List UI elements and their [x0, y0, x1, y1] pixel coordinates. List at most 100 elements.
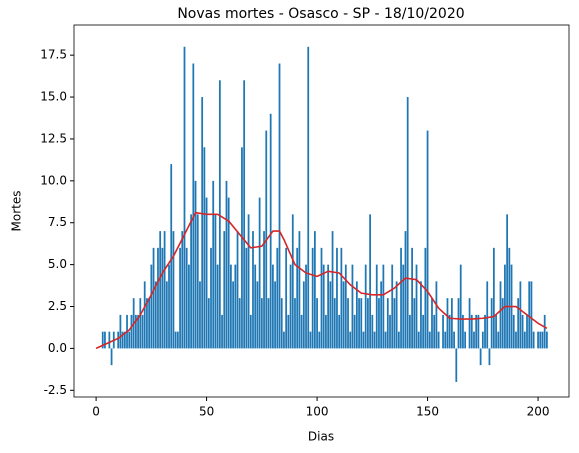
bar — [546, 331, 548, 349]
bar — [190, 214, 193, 349]
bar — [232, 281, 234, 349]
bar — [318, 331, 321, 349]
bar — [519, 281, 522, 349]
bar — [435, 281, 438, 349]
bar — [260, 298, 263, 349]
bar — [309, 331, 312, 349]
bar — [428, 331, 431, 349]
bar — [161, 247, 164, 349]
bar — [426, 130, 429, 349]
bar — [344, 264, 347, 349]
bar — [375, 264, 378, 349]
y-tick-label: 2.5 — [48, 299, 67, 313]
bar — [238, 298, 241, 349]
bar — [391, 264, 394, 349]
bar — [364, 264, 367, 349]
bar — [278, 63, 281, 349]
bar — [256, 281, 259, 349]
bar — [367, 298, 369, 349]
bar — [417, 331, 420, 349]
bar — [336, 247, 338, 349]
chart-title: Novas mortes - Osasco - SP - 18/10/2020 — [177, 6, 464, 22]
bar — [521, 314, 524, 349]
bar — [322, 264, 325, 349]
bar — [530, 281, 533, 349]
bar — [296, 247, 299, 349]
x-tick-label: 50 — [199, 405, 214, 419]
y-tick-label: 0.0 — [48, 341, 67, 355]
bar — [117, 331, 120, 349]
bar — [526, 314, 528, 349]
bar — [254, 264, 257, 349]
bar — [287, 314, 290, 349]
bar — [411, 247, 413, 349]
bar — [241, 147, 243, 349]
bar — [163, 231, 166, 349]
bar — [475, 314, 478, 349]
bar — [205, 197, 208, 349]
bar — [223, 231, 226, 349]
bar — [139, 298, 142, 349]
bar — [327, 264, 330, 349]
bar — [406, 97, 409, 349]
bar — [353, 314, 356, 349]
bar — [247, 214, 250, 349]
bar — [393, 298, 396, 349]
bar — [431, 298, 433, 349]
bar — [433, 314, 436, 349]
bar — [497, 331, 500, 349]
bar — [492, 247, 495, 349]
bar — [444, 331, 447, 349]
trend-line — [95, 211, 548, 350]
bar — [459, 264, 462, 349]
x-tick-label: 200 — [527, 405, 550, 419]
bar — [424, 247, 427, 349]
bar — [236, 231, 239, 349]
bar — [165, 281, 168, 349]
y-tick-label: 15.0 — [40, 90, 67, 104]
bar — [263, 231, 265, 349]
bar — [176, 331, 179, 349]
bar — [137, 314, 139, 349]
bar — [404, 231, 407, 349]
bar — [462, 314, 464, 349]
bar — [479, 348, 482, 366]
y-tick-label: 12.5 — [40, 131, 67, 145]
x-tick-label: 100 — [306, 405, 329, 419]
x-tick-label: 0 — [92, 405, 100, 419]
bar — [495, 314, 497, 349]
bar — [380, 281, 383, 349]
bar — [409, 314, 411, 349]
bar — [455, 348, 458, 382]
bar — [415, 264, 418, 349]
bar — [333, 298, 336, 349]
bar — [457, 298, 460, 349]
bar — [134, 314, 137, 349]
bar — [537, 331, 539, 349]
bar — [347, 298, 349, 349]
bar — [369, 214, 371, 349]
bar — [194, 180, 197, 349]
bar — [221, 314, 223, 349]
bar — [188, 264, 190, 349]
bar — [397, 331, 400, 349]
bar — [384, 331, 387, 349]
bar — [291, 214, 294, 349]
bar — [302, 281, 305, 349]
bar — [300, 314, 303, 349]
bar — [269, 113, 272, 349]
bar — [338, 314, 341, 349]
bar — [272, 264, 274, 349]
bar — [373, 331, 376, 349]
bar — [464, 331, 467, 349]
bar — [488, 348, 491, 366]
bar — [152, 247, 155, 349]
bar — [234, 264, 237, 349]
bar — [170, 164, 173, 349]
bar — [400, 247, 402, 349]
bar — [104, 331, 106, 349]
bar — [192, 63, 195, 349]
bar — [218, 80, 221, 349]
bar — [150, 264, 153, 349]
bar — [307, 46, 310, 349]
